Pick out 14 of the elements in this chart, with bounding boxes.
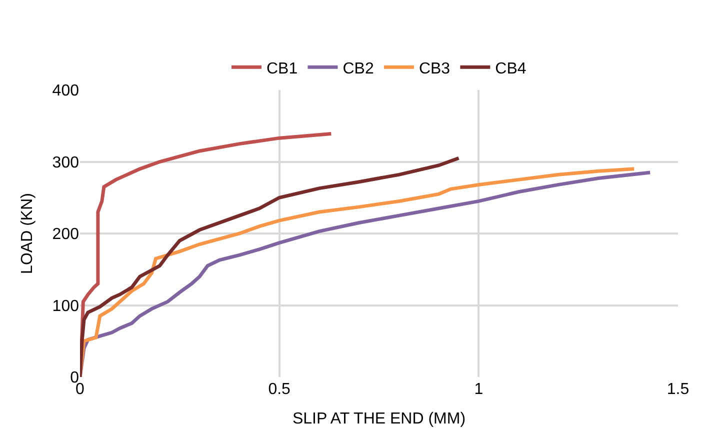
legend-label: CB4 xyxy=(495,60,526,78)
x-tick-label: 1.5 xyxy=(666,381,690,398)
legend-label: CB1 xyxy=(266,60,298,78)
y-tick-label: 400 xyxy=(52,82,80,100)
y-axis-title: LOAD (KN) xyxy=(19,193,36,274)
x-tick-label: 0.5 xyxy=(268,381,291,398)
line-series xyxy=(80,156,460,377)
y-tick-label: 100 xyxy=(52,298,80,315)
y-tick-label: 200 xyxy=(52,226,80,244)
y-tick-label: 300 xyxy=(52,154,80,172)
x-tick-label: 1 xyxy=(474,381,484,398)
x-axis-title: SLIP AT THE END (MM) xyxy=(292,410,466,428)
legend-label: CB3 xyxy=(418,60,450,78)
legend-label: CB2 xyxy=(342,60,374,78)
